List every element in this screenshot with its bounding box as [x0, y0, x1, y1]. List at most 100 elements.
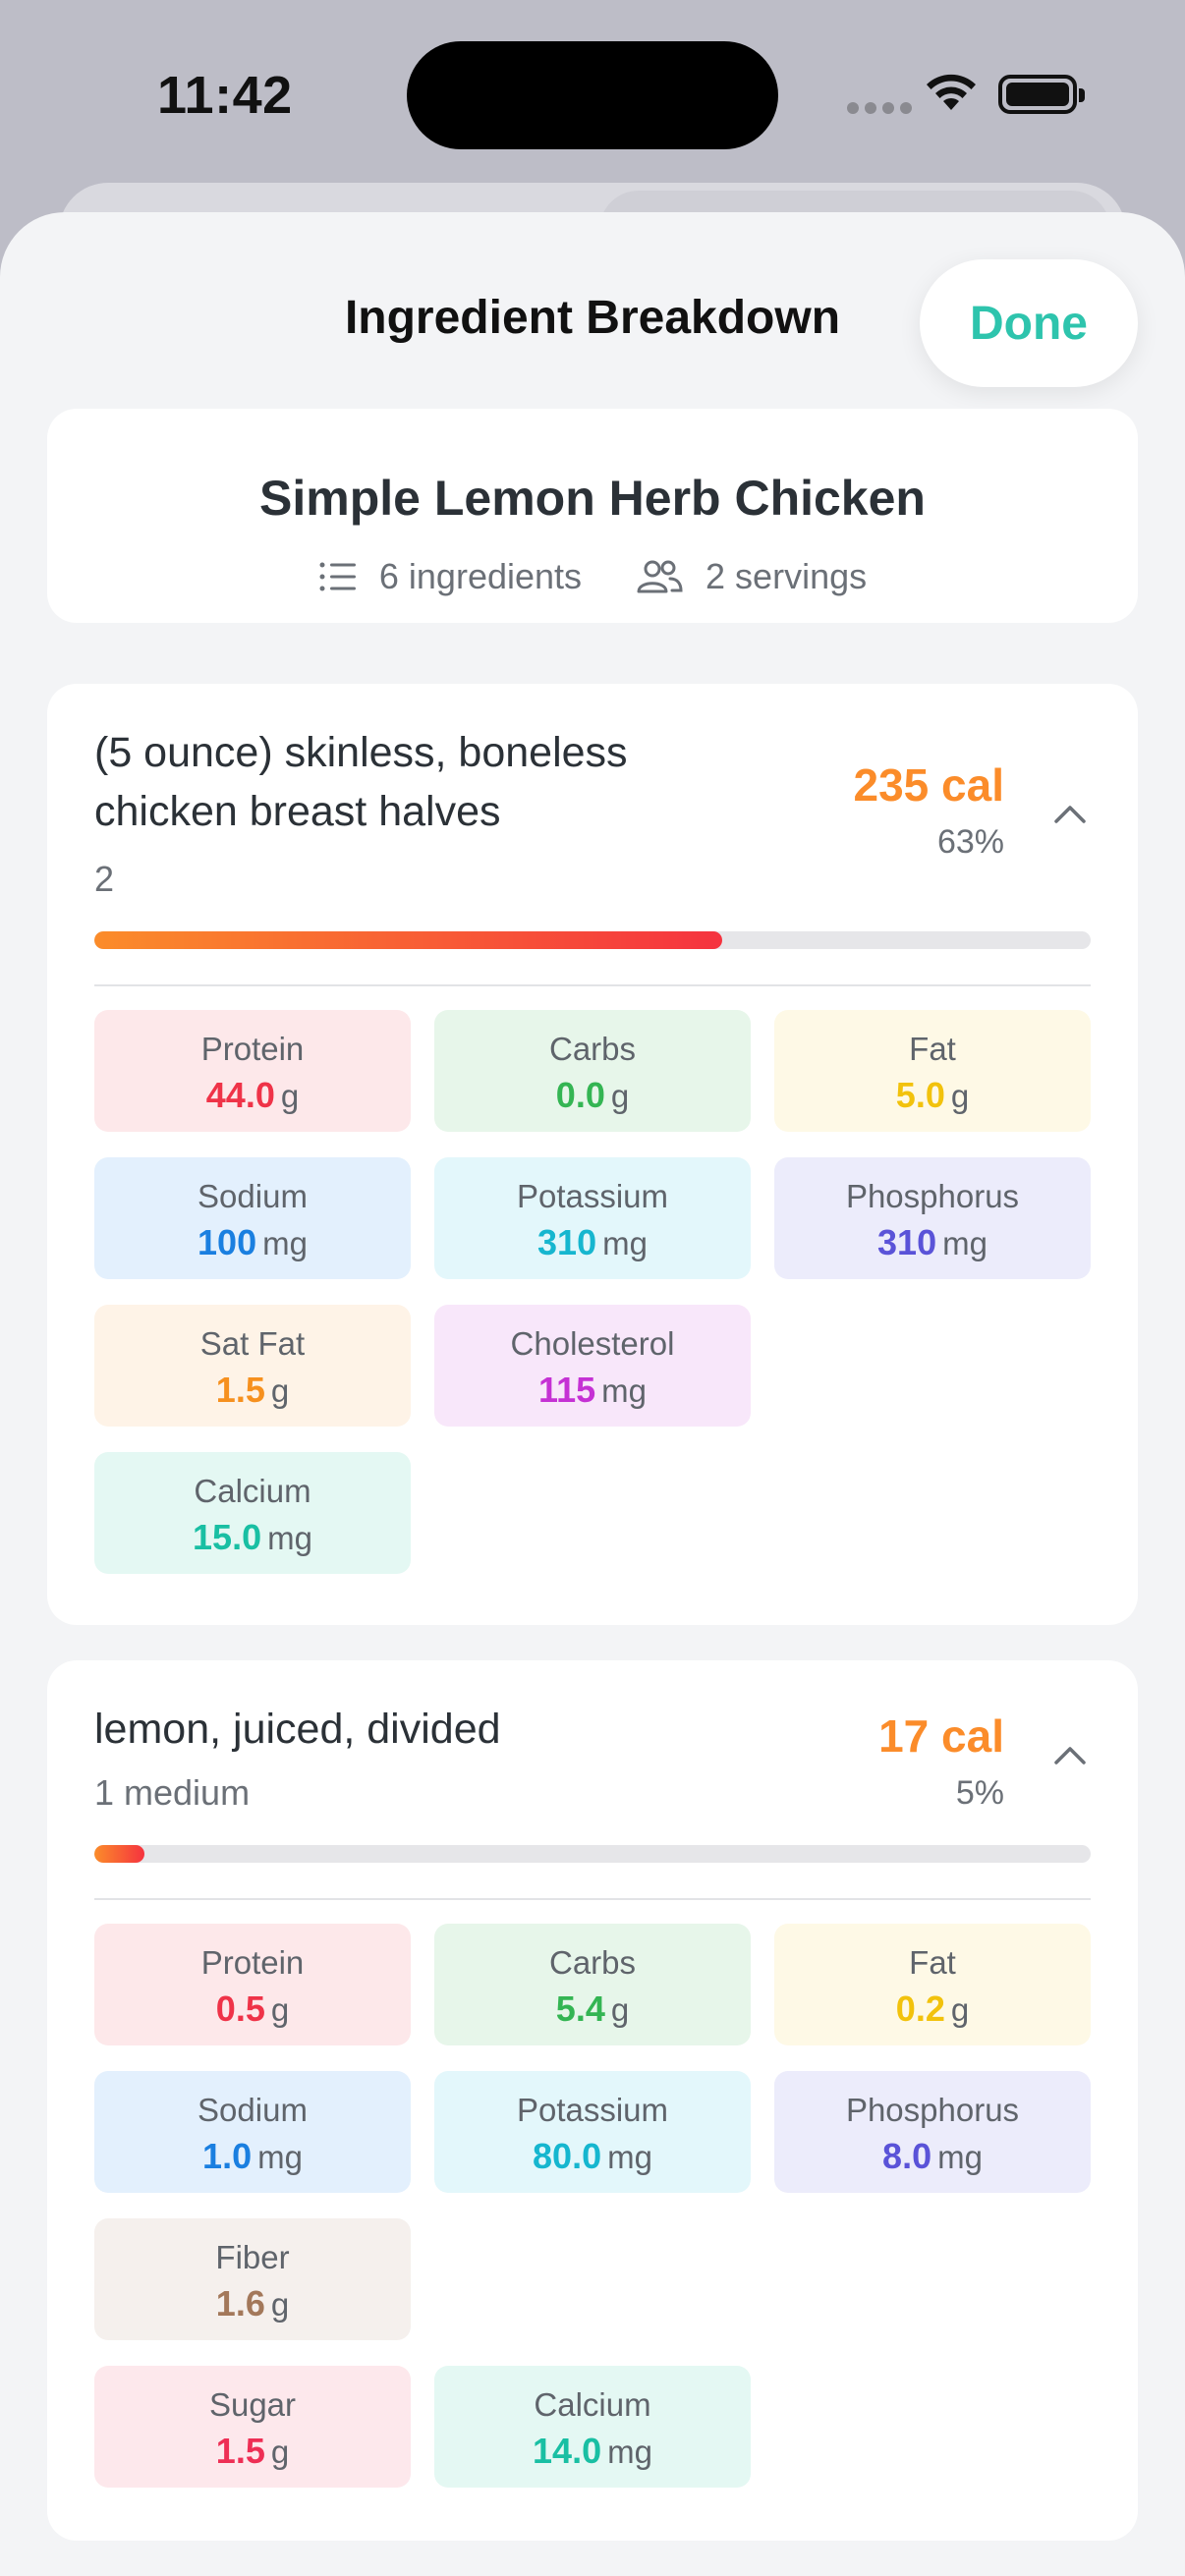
- nutrient-label: Fiber: [215, 2239, 290, 2275]
- servings-count-label: 2 servings: [705, 556, 868, 596]
- sheet-title: Ingredient Breakdown: [344, 292, 841, 344]
- nutrient-value: 310: [877, 1222, 937, 1262]
- nutrient-value: 100: [198, 1222, 257, 1262]
- list-icon: [319, 562, 356, 591]
- nutrient-tile-sodium: Sodium 1.0 mg: [94, 2071, 411, 2193]
- nutrient-grid: Protein 0.5 g Carbs 5.4 g Fat 0.2 g Sodium …: [94, 1924, 1091, 2488]
- nutrient-tile-calcium: Calcium 15.0 mg: [94, 1452, 411, 1574]
- cellular-signal-icon: [847, 102, 912, 114]
- ingredient-calorie-percent: 63%: [936, 823, 1004, 861]
- ingredient-card: (5 ounce) skinless, boneless chicken bre…: [47, 684, 1138, 1625]
- nutrient-value: 5.0: [895, 1075, 945, 1115]
- status-time: 11:42: [157, 66, 293, 125]
- ingredient-quantity: 1 medium: [94, 1772, 251, 1813]
- servings-count: 2 servings: [635, 556, 867, 597]
- nutrient-unit: g: [270, 2434, 290, 2470]
- nutrient-tile-potassium: Potassium 80.0 mg: [434, 2071, 751, 2193]
- nutrient-tile-carbs: Carbs 0.0 g: [434, 1010, 751, 1132]
- nutrient-unit: g: [270, 2286, 290, 2323]
- divider: [94, 984, 1091, 986]
- nutrient-value: 0.0: [555, 1075, 605, 1115]
- nutrient-tile-potassium: Potassium 310 mg: [434, 1157, 751, 1279]
- people-icon: [637, 560, 683, 593]
- nutrient-value: 0.2: [895, 1988, 945, 2029]
- ingredient-breakdown-sheet: Ingredient Breakdown Done Simple Lemon H…: [0, 212, 1185, 2576]
- nutrient-value: 310: [537, 1222, 597, 1262]
- calorie-share-bar: [94, 931, 1091, 949]
- nutrient-value: 1.6: [215, 2283, 265, 2324]
- nutrient-unit: g: [610, 1991, 630, 2028]
- battery-icon: [998, 75, 1085, 114]
- calorie-share-bar: [94, 1845, 1091, 1863]
- grid-spacer: [774, 2218, 1091, 2340]
- nutrient-label: Calcium: [194, 1473, 311, 1509]
- nutrient-unit: mg: [602, 1225, 648, 1261]
- nutrient-value: 15.0: [193, 1517, 262, 1557]
- nutrient-label: Sat Fat: [199, 1325, 306, 1362]
- ingredients-count-label: 6 ingredients: [378, 556, 583, 596]
- nutrient-value: 115: [538, 1370, 596, 1410]
- nutrient-label: Potassium: [516, 2092, 669, 2128]
- nutrient-label: Fat: [909, 1031, 956, 1067]
- nutrient-unit: g: [270, 1372, 290, 1409]
- nutrient-value: 8.0: [882, 2136, 932, 2176]
- nutrient-unit: g: [270, 1991, 290, 2028]
- nutrient-tile-fat: Fat 0.2 g: [774, 1924, 1091, 2045]
- recipe-summary-card: Simple Lemon Herb Chicken 6 ingredients …: [47, 409, 1138, 623]
- nutrient-tile-phosphorus: Phosphorus 310 mg: [774, 1157, 1091, 1279]
- wifi-icon: [927, 74, 976, 110]
- nutrient-label: Protein: [200, 1031, 305, 1067]
- ingredient-calories: 17 cal: [878, 1710, 1004, 1762]
- nutrient-value: 1.5: [215, 1370, 265, 1410]
- ingredient-card: lemon, juiced, divided 1 medium 17 cal 5…: [47, 1660, 1138, 2541]
- nutrient-label: Phosphorus: [845, 1178, 1020, 1214]
- done-button[interactable]: Done: [920, 259, 1138, 387]
- nutrient-unit: mg: [262, 1225, 308, 1261]
- ingredient-name: lemon, juiced, divided: [94, 1706, 501, 1753]
- nutrient-label: Carbs: [548, 1031, 637, 1067]
- status-bar: 11:42: [0, 0, 1185, 196]
- nutrient-value: 0.5: [215, 1988, 265, 2029]
- ingredients-count: 6 ingredients: [318, 556, 582, 597]
- chevron-up-icon[interactable]: [1047, 792, 1093, 837]
- nutrient-unit: mg: [601, 1372, 647, 1409]
- ingredient-name: (5 ounce) skinless, boneless chicken bre…: [94, 729, 628, 835]
- ingredient-calories: 235 cal: [853, 759, 1004, 811]
- calorie-share-fill: [94, 931, 722, 949]
- nutrient-label: Potassium: [516, 1178, 669, 1214]
- nutrient-unit: mg: [937, 2139, 983, 2175]
- grid-spacer: [434, 2218, 751, 2340]
- nutrient-tile-cholesterol: Cholesterol 115 mg: [434, 1305, 751, 1427]
- nutrient-label: Cholesterol: [510, 1325, 675, 1362]
- nutrient-unit: g: [950, 1078, 970, 1114]
- nutrient-tile-calcium: Calcium 14.0 mg: [434, 2366, 751, 2488]
- grid-spacer: [774, 1305, 1091, 1427]
- nutrient-label: Protein: [200, 1944, 305, 1981]
- nutrient-unit: g: [280, 1078, 300, 1114]
- nutrient-tile-fat: Fat 5.0 g: [774, 1010, 1091, 1132]
- nutrient-tile-carbs: Carbs 5.4 g: [434, 1924, 751, 2045]
- nutrient-value: 1.5: [215, 2431, 265, 2471]
- chevron-up-icon[interactable]: [1047, 1733, 1093, 1778]
- recipe-name: Simple Lemon Herb Chicken: [259, 471, 926, 526]
- ingredient-quantity: 2: [94, 859, 115, 899]
- ingredient-calorie-percent: 5%: [955, 1774, 1004, 1812]
- nutrient-unit: g: [950, 1991, 970, 2028]
- sheet-header: Ingredient Breakdown Done: [0, 212, 1185, 387]
- nutrient-unit: mg: [607, 2434, 652, 2470]
- nutrient-tile-sodium: Sodium 100 mg: [94, 1157, 411, 1279]
- nutrient-tile-sugar: Sugar 1.5 g: [94, 2366, 411, 2488]
- nutrient-tile-phosphorus: Phosphorus 8.0 mg: [774, 2071, 1091, 2193]
- nutrient-label: Fat: [909, 1944, 956, 1981]
- nutrient-unit: g: [610, 1078, 630, 1114]
- nutrient-label: Sodium: [198, 1178, 308, 1214]
- calorie-share-fill: [94, 1845, 144, 1863]
- recipe-meta: 6 ingredients 2 servings: [47, 556, 1138, 597]
- nutrient-tile-protein: Protein 44.0 g: [94, 1010, 411, 1132]
- divider: [94, 1898, 1091, 1900]
- nutrient-unit: mg: [257, 2139, 303, 2175]
- nutrient-label: Carbs: [548, 1944, 637, 1981]
- nutrient-value: 14.0: [533, 2431, 602, 2471]
- nutrient-value: 1.0: [202, 2136, 253, 2176]
- nutrient-grid: Protein 44.0 g Carbs 0.0 g Fat 5.0 g Sodium…: [94, 1010, 1091, 1574]
